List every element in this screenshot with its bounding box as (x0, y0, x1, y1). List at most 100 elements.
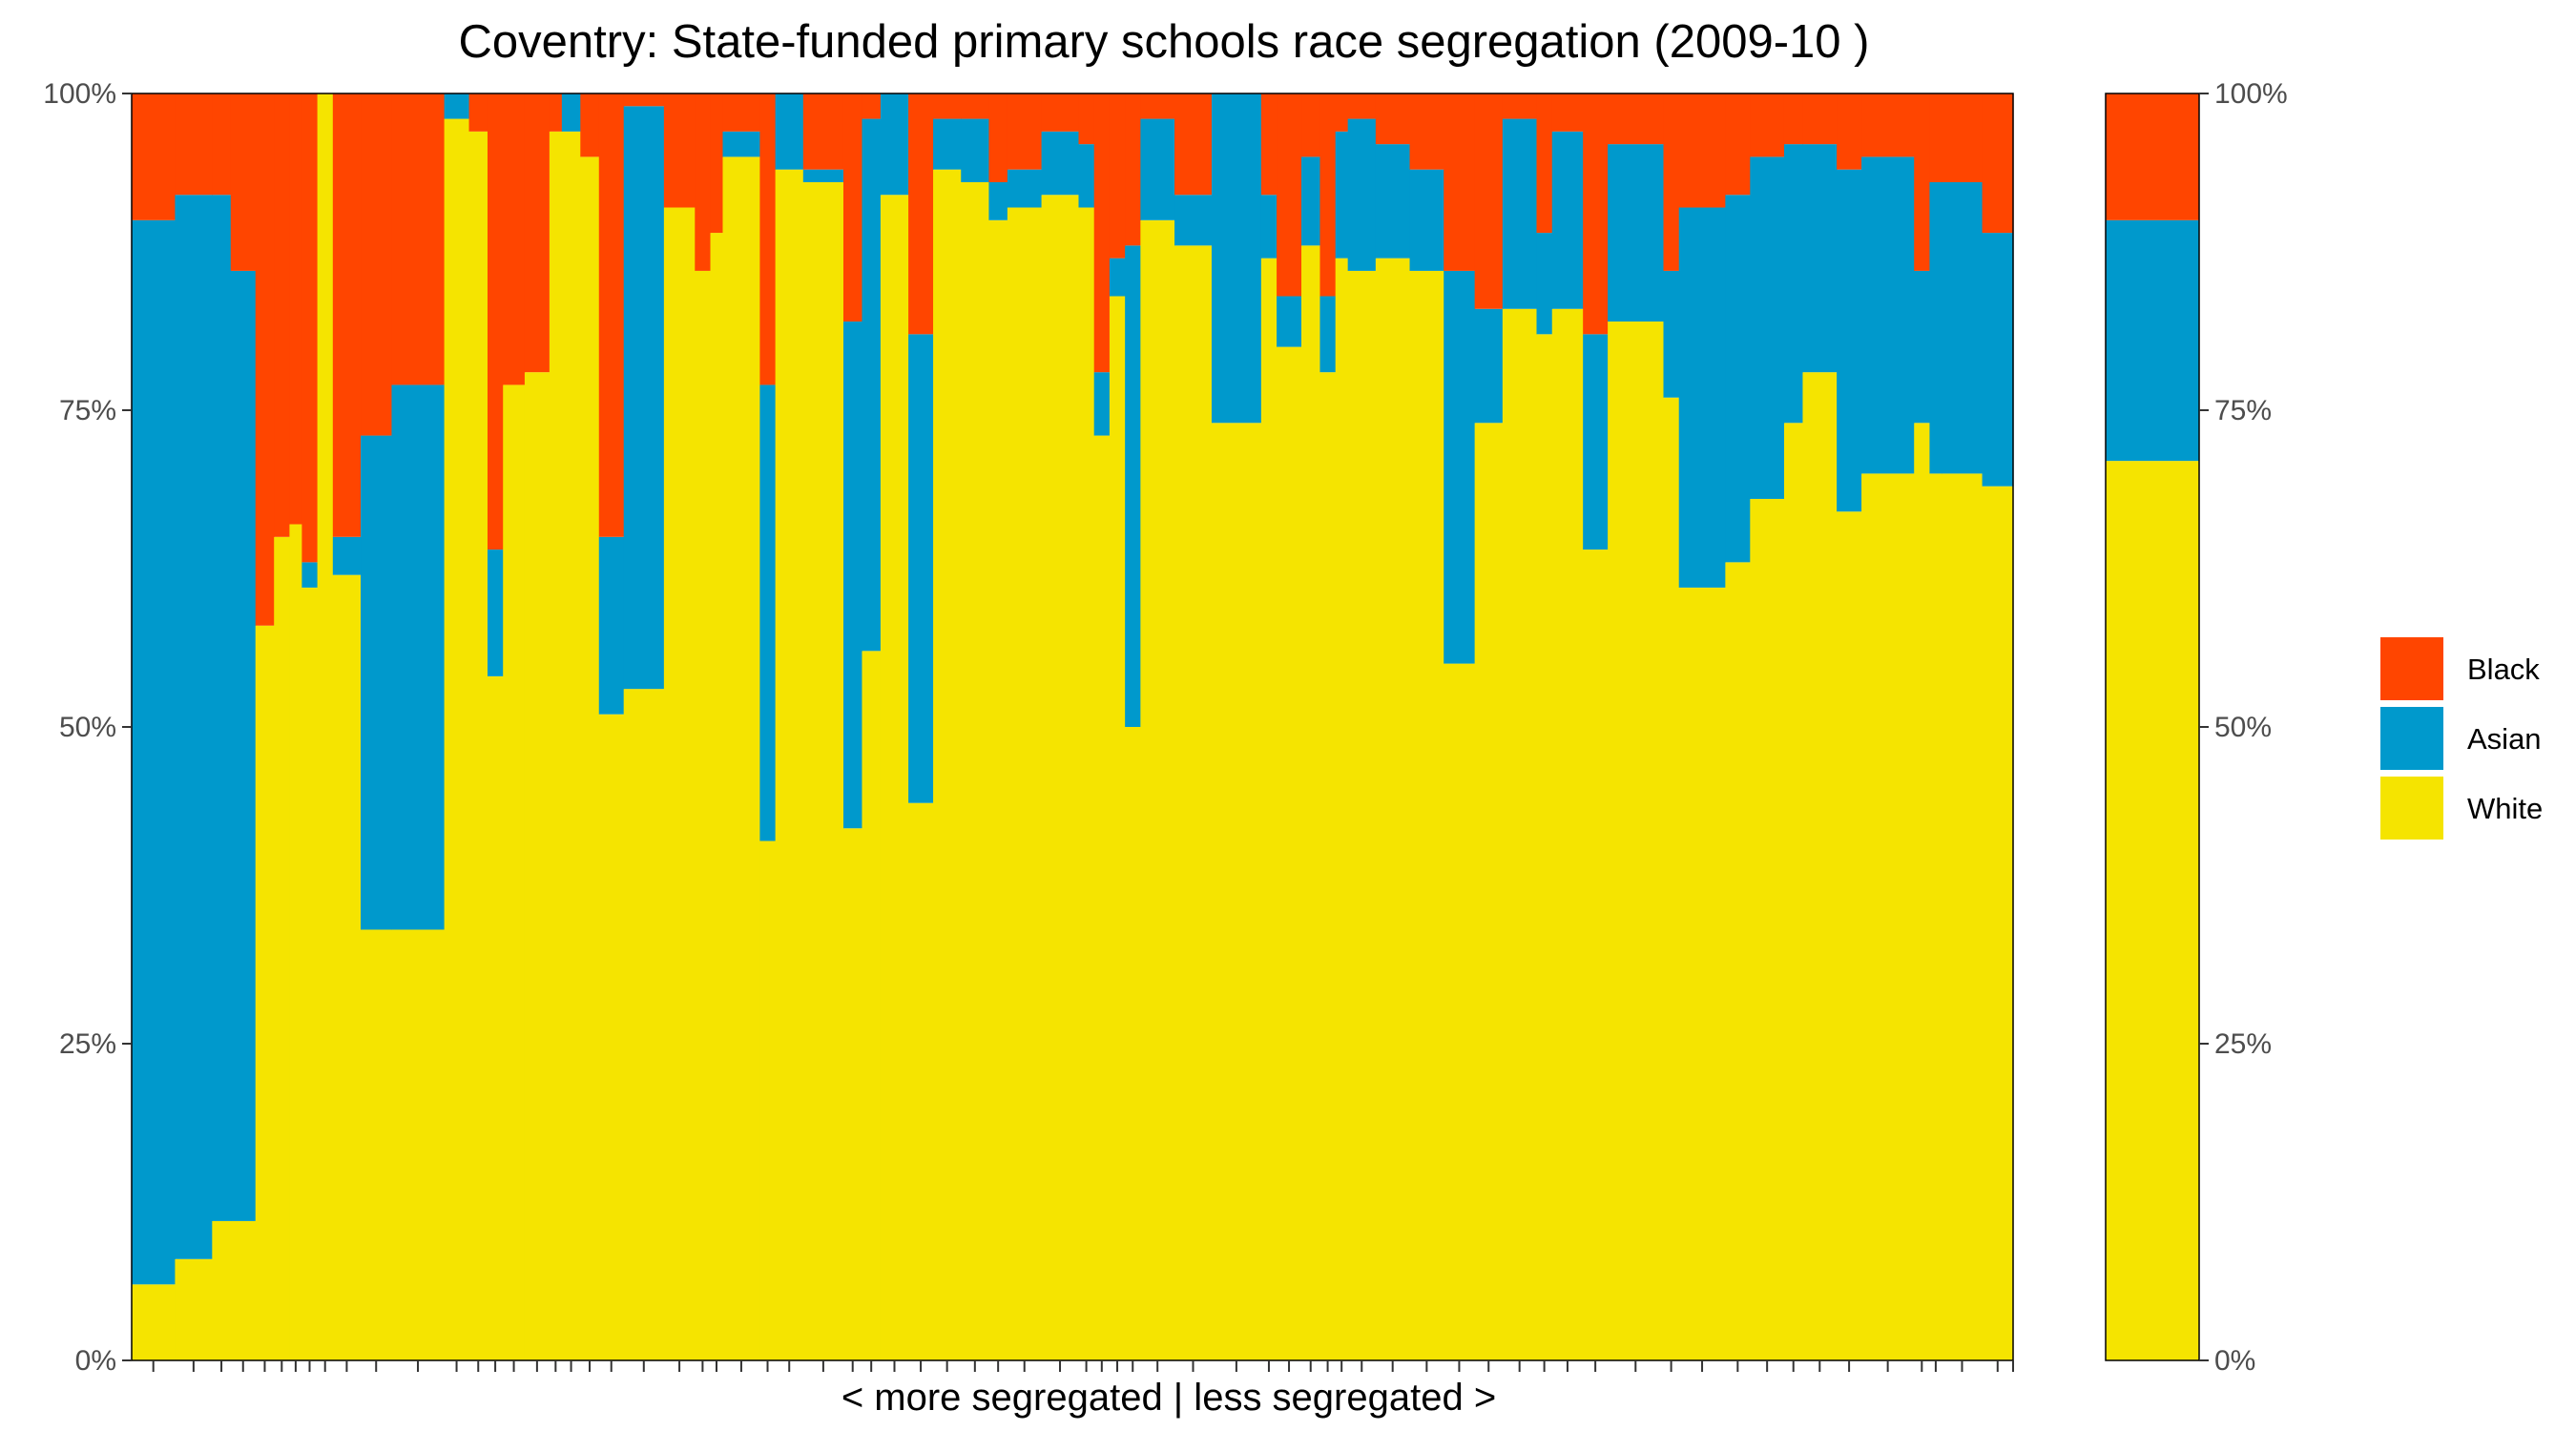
segment-black (301, 93, 319, 563)
segment-white (1608, 321, 1665, 1360)
segment-black (391, 93, 446, 385)
segment-black (1125, 93, 1141, 246)
segment-black (695, 93, 712, 271)
segment-asian (444, 93, 470, 119)
segment-white (1007, 207, 1043, 1360)
segment-black (1929, 93, 1942, 182)
segment-asian (722, 131, 761, 157)
segment-white (361, 929, 393, 1360)
segment-asian (1409, 169, 1444, 271)
segment-black (487, 93, 504, 550)
segment-asian (933, 118, 962, 170)
school-bar-49 (1319, 93, 1337, 1360)
segment-asian (1093, 372, 1111, 436)
school-bar-62 (1678, 93, 1726, 1360)
school-bar-71 (1942, 93, 1984, 1360)
segment-black (710, 93, 724, 234)
school-bar-72 (1982, 93, 2014, 1360)
segment-white (487, 675, 504, 1360)
segment-black (1725, 93, 1751, 196)
segment-white (623, 689, 665, 1360)
segment-asian (1583, 334, 1609, 550)
segment-white (301, 587, 319, 1360)
y-tick-label-left: 50% (59, 712, 116, 743)
y-tick-label-left: 100% (43, 78, 116, 110)
school-bar-33 (908, 93, 934, 1360)
school-bar-4 (230, 93, 257, 1360)
segment-white (1174, 245, 1213, 1360)
segment-white (710, 233, 724, 1361)
school-bar-43 (1140, 93, 1175, 1360)
segment-black (1301, 93, 1321, 157)
segment-asian (1914, 270, 1931, 424)
y-axis-right: 0% 25% 50% 75% 100% (2199, 78, 2288, 1377)
school-bar-58 (1551, 93, 1584, 1360)
segment-asian (623, 106, 665, 690)
segment-asian (1007, 169, 1043, 208)
school-bar-23 (663, 93, 696, 1360)
school-bar-3 (212, 93, 232, 1360)
school-bar-51 (1347, 93, 1377, 1360)
segment-black (842, 93, 863, 322)
segment-white (561, 131, 581, 1361)
segment-white (1041, 195, 1080, 1361)
school-bar-59 (1583, 93, 1609, 1360)
segment-asian (1319, 296, 1337, 373)
segment-white (880, 195, 909, 1361)
chart-title: Coventry: State-funded primary schools r… (459, 16, 1870, 68)
segment-white (933, 169, 962, 1361)
y-tick-label-right: 25% (2214, 1028, 2272, 1060)
school-bar-15 (487, 93, 504, 1360)
segment-white (1125, 727, 1141, 1360)
segment-asian (1929, 181, 1942, 474)
segment-asian (1783, 144, 1804, 424)
segment-asian (212, 195, 232, 1221)
segment-asian (1474, 308, 1504, 424)
segment-white (1347, 270, 1377, 1360)
segment-white (1335, 258, 1349, 1360)
segment-black (1093, 93, 1111, 373)
school-bar-27 (759, 93, 777, 1360)
school-bars (132, 93, 2014, 1361)
segment-black (1861, 93, 1915, 157)
segment-asian (1536, 233, 1553, 335)
school-bar-30 (842, 93, 863, 1360)
y-tick-label-left: 0% (75, 1345, 116, 1377)
school-bar-7 (289, 93, 302, 1360)
segment-black (549, 93, 563, 132)
segment-black (1678, 93, 1726, 208)
segment-white (175, 1258, 213, 1360)
school-bar-42 (1125, 93, 1141, 1360)
segment-asian (175, 195, 213, 1259)
segment-asian (598, 536, 625, 715)
segment-black (1474, 93, 1504, 309)
legend-label-black: Black (2467, 653, 2540, 686)
school-bar-28 (775, 93, 804, 1361)
school-bar-24 (695, 93, 712, 1360)
segment-asian (1861, 156, 1915, 474)
segment-asian (1301, 156, 1321, 246)
segment-black (802, 93, 844, 170)
segment-black (1551, 93, 1584, 132)
school-bar-48 (1301, 93, 1321, 1360)
y-tick-label-left: 75% (59, 395, 116, 426)
segment-asian (1174, 195, 1213, 246)
segment-white (695, 270, 712, 1360)
school-bar-21 (598, 93, 625, 1360)
segment-white (1929, 473, 1942, 1360)
segment-black (289, 93, 302, 525)
segment-asian (1750, 156, 1785, 499)
school-bar-2 (175, 93, 213, 1360)
x-axis-ticks (152, 1360, 2014, 1372)
legend: Black Asian White (2380, 637, 2543, 840)
segment-asian (1837, 169, 1862, 512)
segment-white (1942, 473, 1984, 1360)
segment-asian (1109, 258, 1126, 297)
segment-white (132, 1284, 177, 1360)
segment-asian (842, 321, 863, 829)
segment-white (1474, 423, 1504, 1360)
segment-asian (1347, 118, 1377, 271)
school-bar-16 (503, 93, 526, 1360)
segment-white (1861, 473, 1915, 1360)
school-bar-39 (1078, 93, 1095, 1360)
